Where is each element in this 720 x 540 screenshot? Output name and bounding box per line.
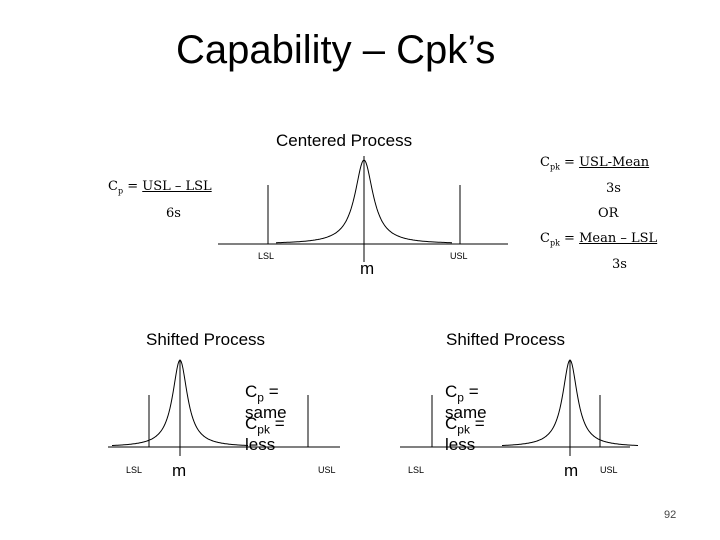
cpk2-equals: = xyxy=(559,231,580,246)
shifted-left-cp-value: same xyxy=(245,403,287,423)
shifted-right-cpk-value: less xyxy=(445,435,476,455)
cpk1-symbol: C xyxy=(540,155,550,170)
shifted-left-lsl-label: LSL xyxy=(126,465,143,475)
centered-usl-label: USL xyxy=(450,251,468,261)
centered-lsl-label: LSL xyxy=(258,251,275,261)
or-label: OR xyxy=(598,206,619,221)
cpk1-denominator: 3s xyxy=(606,181,621,196)
shifted-left-bell-curve xyxy=(112,359,248,446)
shifted-left-usl-label: USL xyxy=(318,465,336,475)
shifted-left-cpk-text: Cpk = less xyxy=(245,414,285,455)
shifted-left-cpk-value: less xyxy=(245,435,276,455)
shifted-right-cpk-subscript: pk xyxy=(457,422,470,437)
shifted-right-cp-equals: = xyxy=(463,382,479,401)
page-number: 92 xyxy=(664,509,677,521)
shifted-right-cp-subscript: p xyxy=(457,390,464,405)
cpk2-denominator: 3s xyxy=(612,257,627,272)
cp-numerator: USL – LSL xyxy=(142,179,212,194)
shifted-right-cpk-text: Cpk = less xyxy=(445,414,485,455)
shifted-left-cpk-equals: = xyxy=(269,414,285,433)
shifted-left-cpk-subscript: pk xyxy=(257,422,270,437)
centered-process-diagram xyxy=(218,156,508,262)
cpk1-subscript: pk xyxy=(549,162,560,172)
cp-denominator: 6s xyxy=(166,206,181,221)
shifted-right-mean-label: m xyxy=(564,461,579,480)
shifted-left-cp-subscript: p xyxy=(257,390,264,405)
shifted-right-cp-text: Cp = same xyxy=(445,382,487,423)
centered-heading: Centered Process xyxy=(276,131,413,150)
cpk1-numerator: USL-Mean xyxy=(579,155,650,170)
cpk-formula-usl: Cpk = USL-Mean xyxy=(540,156,649,172)
shifted-right-bell-curve xyxy=(502,359,638,446)
shifted-left-cp-equals: = xyxy=(263,382,279,401)
shifted-right-usl-label: USL xyxy=(600,465,618,475)
cpk2-symbol: C xyxy=(540,231,550,246)
cpk2-numerator: Mean – LSL xyxy=(579,231,658,246)
cp-symbol: C xyxy=(108,179,118,194)
centered-bell-curve xyxy=(276,159,452,244)
shifted-left-cp-text: Cp = same xyxy=(245,382,287,423)
slide-title: Capability – Cpk’s xyxy=(176,28,496,72)
shifted-left-cp-symbol: C xyxy=(245,382,258,401)
shifted-left-diagram xyxy=(108,359,340,456)
cpk1-equals: = xyxy=(559,155,580,170)
shifted-left-heading: Shifted Process xyxy=(146,330,266,349)
cpk-formula-lsl: Cpk = Mean – LSL xyxy=(540,232,657,248)
centered-mean-label: m xyxy=(360,259,375,278)
shifted-right-cpk-symbol: C xyxy=(445,414,458,433)
shifted-right-heading: Shifted Process xyxy=(446,330,566,349)
cp-equals: = xyxy=(123,179,143,194)
cp-subscript: p xyxy=(117,186,124,196)
shifted-right-cp-value: same xyxy=(445,403,487,423)
shifted-right-lsl-label: LSL xyxy=(408,465,425,475)
shifted-left-cpk-symbol: C xyxy=(245,414,258,433)
shifted-right-cp-symbol: C xyxy=(445,382,458,401)
cp-formula: Cp = USL – LSL xyxy=(108,180,212,196)
shifted-right-cpk-equals: = xyxy=(469,414,485,433)
shifted-right-diagram xyxy=(400,359,638,456)
shifted-left-mean-label: m xyxy=(172,461,187,480)
cpk2-subscript: pk xyxy=(549,238,560,248)
